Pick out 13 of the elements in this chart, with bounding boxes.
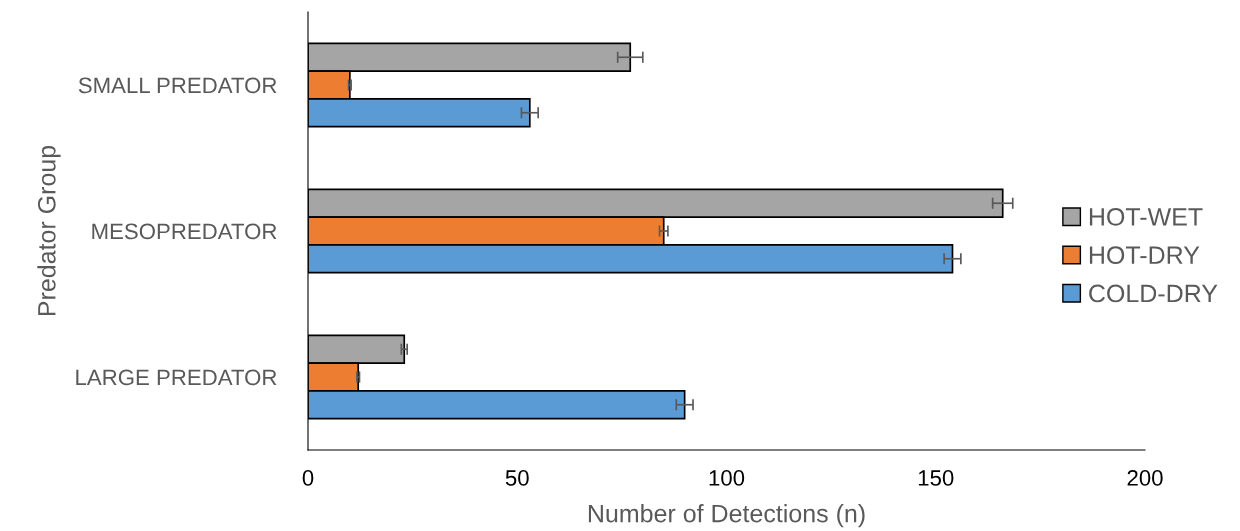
x-tick-label: 50 bbox=[505, 470, 529, 486]
y-tick-label: MESOPREDATOR bbox=[92, 223, 277, 240]
x-tick-label: 150 bbox=[918, 470, 954, 486]
x-tick-label: 200 bbox=[1127, 470, 1163, 486]
x-axis-title: Number of Detections (n) bbox=[588, 504, 865, 528]
legend-label: COLD-DRY bbox=[1089, 284, 1218, 303]
legend-label: HOT-DRY bbox=[1089, 246, 1200, 264]
legend-label: HOT-WET bbox=[1089, 207, 1203, 226]
y-tick-label: SMALL PREDATOR bbox=[78, 77, 277, 94]
y-axis-title: Predator Group bbox=[37, 145, 61, 316]
y-tick-label: LARGE PREDATOR bbox=[76, 369, 277, 386]
x-tick-label: 100 bbox=[709, 470, 745, 486]
x-tick-label: 0 bbox=[302, 470, 314, 486]
